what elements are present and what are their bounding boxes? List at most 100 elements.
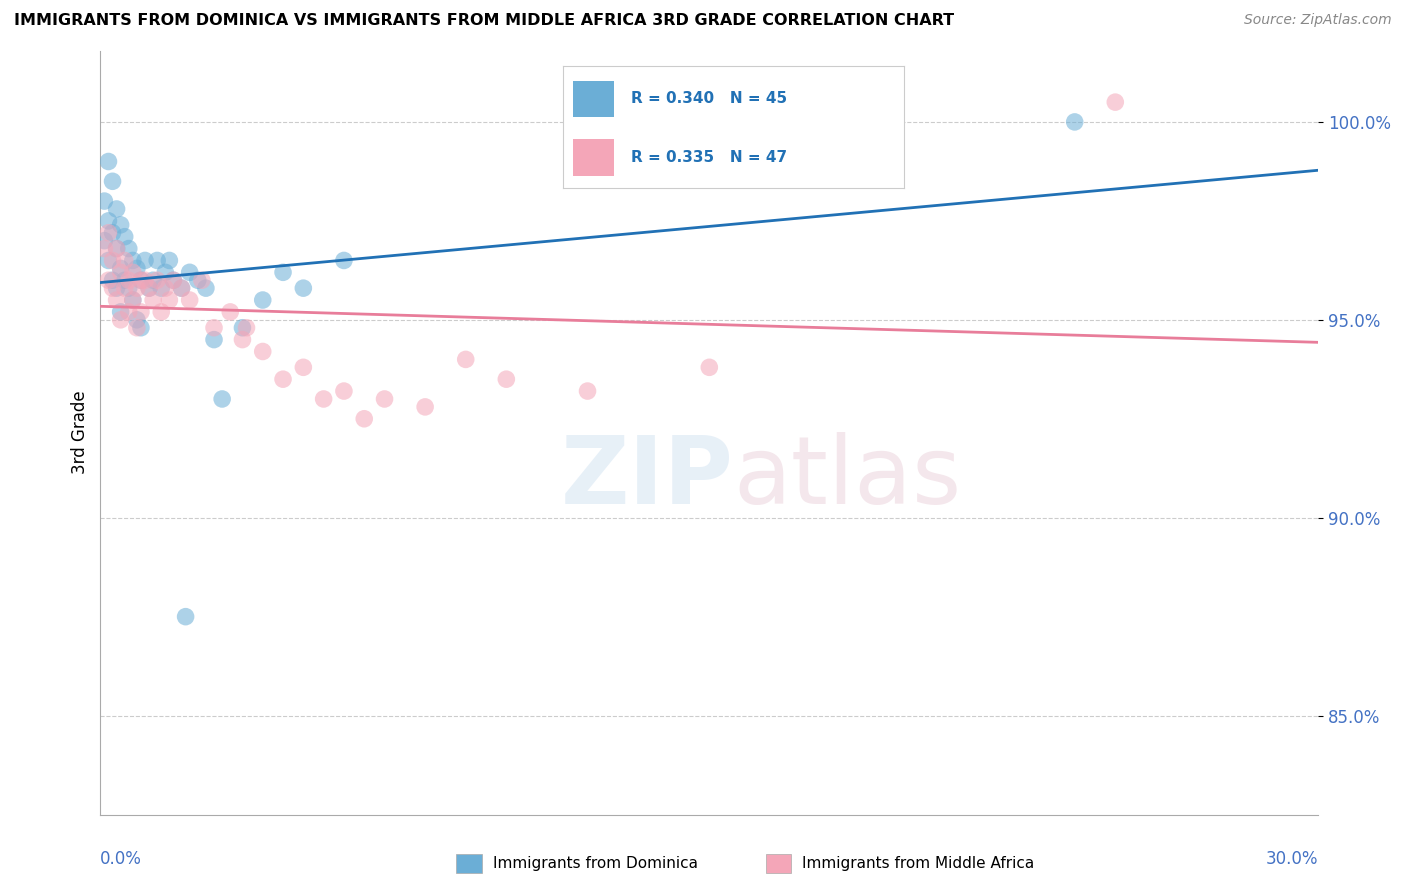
Point [110,305,132,319]
Point [252,344,274,359]
Point [292,360,315,375]
Text: Immigrants from Dominica: Immigrants from Dominica [492,856,697,871]
Point [101,174,124,188]
Point [97,273,120,287]
Point [97,154,120,169]
Point [170,281,193,295]
Point [155,265,177,279]
Point [312,392,335,406]
Point [495,372,517,386]
Point [121,253,143,268]
Point [271,372,294,386]
Point [157,293,180,307]
Point [121,265,143,279]
Point [93,234,115,248]
Point [105,293,128,307]
Point [454,352,477,367]
Point [101,281,124,295]
Point [231,320,253,334]
Point [101,226,124,240]
Point [110,218,132,232]
Point [202,320,225,334]
Point [211,392,233,406]
Point [121,293,143,307]
Point [97,226,120,240]
Text: 0.0%: 0.0% [100,850,142,868]
Point [155,281,177,295]
Point [129,273,152,287]
Point [146,273,169,287]
Point [271,265,294,279]
Point [162,273,184,287]
Point [333,253,356,268]
Text: IMMIGRANTS FROM DOMINICA VS IMMIGRANTS FROM MIDDLE AFRICA 3RD GRADE CORRELATION : IMMIGRANTS FROM DOMINICA VS IMMIGRANTS F… [14,13,955,29]
Point [101,253,124,268]
Point [93,242,115,256]
Point [110,265,132,279]
Point [142,273,165,287]
Point [105,202,128,216]
Point [118,281,141,295]
Point [93,194,115,208]
Point [134,253,156,268]
Point [138,281,160,295]
Point [125,313,148,327]
Point [292,281,315,295]
Point [118,273,141,287]
Text: Immigrants from Middle Africa: Immigrants from Middle Africa [801,856,1035,871]
Point [134,273,156,287]
Point [150,305,173,319]
Point [202,333,225,347]
Point [1063,115,1085,129]
Point [105,242,128,256]
Point [179,265,201,279]
Point [187,273,209,287]
Text: ZIP: ZIP [561,433,734,524]
Point [114,281,136,295]
Point [97,253,120,268]
Text: Source: ZipAtlas.com: Source: ZipAtlas.com [1244,13,1392,28]
Point [697,360,720,375]
Text: atlas: atlas [734,433,962,524]
Point [118,242,141,256]
Point [373,392,395,406]
Point [1104,95,1126,109]
Point [110,313,132,327]
Point [138,281,160,295]
Point [157,253,180,268]
Point [142,293,165,307]
Point [150,281,173,295]
Point [125,261,148,276]
Point [118,305,141,319]
Point [576,384,599,398]
Point [105,281,128,295]
Point [191,273,214,287]
Point [114,273,136,287]
Point [129,305,152,319]
Point [114,253,136,268]
Point [413,400,436,414]
Point [129,273,152,287]
Point [146,253,169,268]
Point [114,229,136,244]
Point [353,411,375,425]
Point [333,384,356,398]
Point [125,320,148,334]
Point [97,214,120,228]
Point [252,293,274,307]
Point [101,273,124,287]
Point [231,333,253,347]
Point [110,261,132,276]
Point [129,320,152,334]
Point [235,320,257,334]
Point [170,281,193,295]
Point [179,293,201,307]
Point [105,242,128,256]
Point [121,293,143,307]
Text: 30.0%: 30.0% [1265,850,1319,868]
Point [174,609,197,624]
Point [125,281,148,295]
Point [194,281,217,295]
Y-axis label: 3rd Grade: 3rd Grade [72,391,89,475]
Point [162,273,184,287]
